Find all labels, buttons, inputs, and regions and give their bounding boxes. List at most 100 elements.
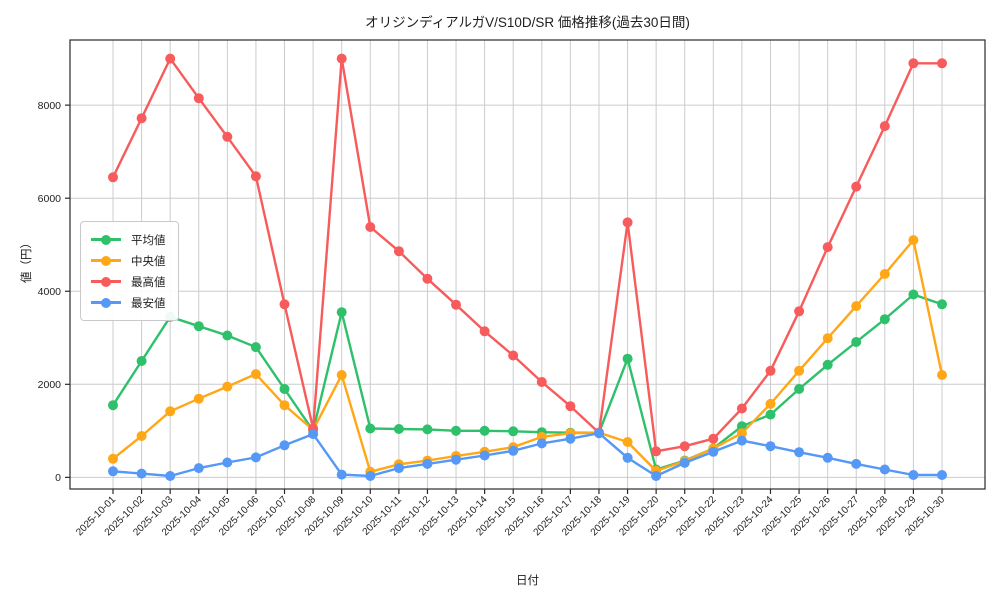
gridlines <box>70 40 985 489</box>
series-max-point <box>536 377 547 387</box>
series-max-point <box>393 246 404 257</box>
series-max-point <box>651 446 662 457</box>
series-max <box>108 53 947 457</box>
series-median-point <box>765 398 776 409</box>
series-median-point <box>336 370 347 380</box>
series-max-point <box>937 58 947 69</box>
series-max-point <box>765 365 776 376</box>
series-avg-point <box>336 307 347 318</box>
series-avg-point <box>822 359 833 370</box>
series-median-line <box>111 238 944 473</box>
legend-marker-avg <box>91 234 121 245</box>
series-max-point <box>908 58 919 69</box>
series-min-point <box>451 454 461 465</box>
series-median-point <box>908 235 919 246</box>
series-max-point <box>279 299 290 310</box>
x-axis: 2025-10-012025-10-022025-10-032025-10-04… <box>74 489 947 538</box>
series-avg-point <box>193 321 204 332</box>
series-min-point <box>822 452 833 463</box>
series-min-point <box>222 457 233 468</box>
series-min-point <box>565 433 576 444</box>
legend-label-median: 中央値 <box>131 255 166 268</box>
legend-item-median: 中央値 <box>91 250 166 271</box>
y-tick-label: 2000 <box>38 379 62 391</box>
series-min <box>108 428 947 481</box>
series-min-point <box>479 450 490 461</box>
series-min-point <box>336 469 347 480</box>
series-max-line <box>111 57 944 453</box>
series-min-point <box>736 435 747 446</box>
legend-label-max: 最高値 <box>131 276 166 289</box>
legend-item-avg: 平均値 <box>91 229 166 250</box>
series-min-point <box>393 463 404 474</box>
series-max-point <box>851 181 862 192</box>
chart-title: オリジンディアルガV/S10D/SR 価格推移(過去30日間) <box>365 15 690 30</box>
series-min-point <box>165 471 176 481</box>
series-avg-point <box>622 353 633 364</box>
series-min-point <box>536 438 547 449</box>
series-min-point <box>879 464 890 475</box>
series-median-point <box>622 437 633 447</box>
series-avg-point <box>393 424 404 434</box>
legend-marker-max <box>91 276 121 287</box>
series-min-point <box>308 429 319 440</box>
series-avg-point <box>908 289 919 300</box>
series-median-point <box>108 453 118 464</box>
series-max-point <box>365 222 376 232</box>
series-min-point <box>765 441 776 452</box>
series-avg-point <box>108 400 118 411</box>
series-max-point <box>136 113 147 124</box>
series-avg-point <box>136 356 147 366</box>
series-avg-point <box>937 299 947 310</box>
series-min-point <box>794 447 805 458</box>
series-min-point <box>908 470 919 480</box>
legend-label-min: 最安値 <box>131 297 166 310</box>
legend-dot-icon <box>101 276 111 287</box>
series-max-point <box>708 433 719 444</box>
series-max-point <box>422 273 433 284</box>
legend-dot-icon <box>101 234 111 245</box>
series-min-line <box>111 432 944 478</box>
series-min-point <box>594 428 604 439</box>
series-median-point <box>222 381 233 392</box>
series-avg-point <box>451 425 461 436</box>
series-max-point <box>879 121 890 132</box>
series-median-point <box>822 333 833 344</box>
series-median-point <box>136 431 147 441</box>
series-median-point <box>937 370 947 380</box>
y-tick-label: 8000 <box>38 100 62 112</box>
series-avg-point <box>222 330 233 341</box>
series-median-point <box>794 365 805 376</box>
series-max-point <box>165 53 176 64</box>
series-max-point <box>679 441 690 452</box>
legend-marker-median <box>91 255 121 266</box>
series-avg-point <box>508 426 519 437</box>
series-min-point <box>193 463 204 474</box>
y-tick-label: 0 <box>55 472 61 484</box>
series-min-point <box>651 471 662 481</box>
series-min-point <box>108 466 118 477</box>
series-median-point <box>250 369 261 380</box>
series-median-point <box>193 393 204 404</box>
legend-dot-icon <box>101 255 111 266</box>
series-max-point <box>736 403 747 414</box>
series-avg-line <box>111 293 944 471</box>
series-median <box>108 235 947 477</box>
series-avg-point <box>736 421 747 432</box>
series-avg-point <box>479 425 490 436</box>
series-avg-point <box>765 409 776 420</box>
series-avg-point <box>794 384 805 394</box>
series-median-point <box>165 406 176 417</box>
series-min-point <box>679 457 690 468</box>
series-avg-point <box>879 314 890 325</box>
legend-dot-icon <box>101 297 111 308</box>
series-max-point <box>193 93 204 104</box>
series-median-point <box>879 269 890 279</box>
legend: 平均値中央値最高値最安値 <box>80 221 179 321</box>
legend-item-max: 最高値 <box>91 271 166 292</box>
series-max-point <box>222 131 233 142</box>
series-min-point <box>937 470 947 480</box>
x-axis-label: 日付 <box>516 575 539 587</box>
series-min-point <box>279 440 290 451</box>
